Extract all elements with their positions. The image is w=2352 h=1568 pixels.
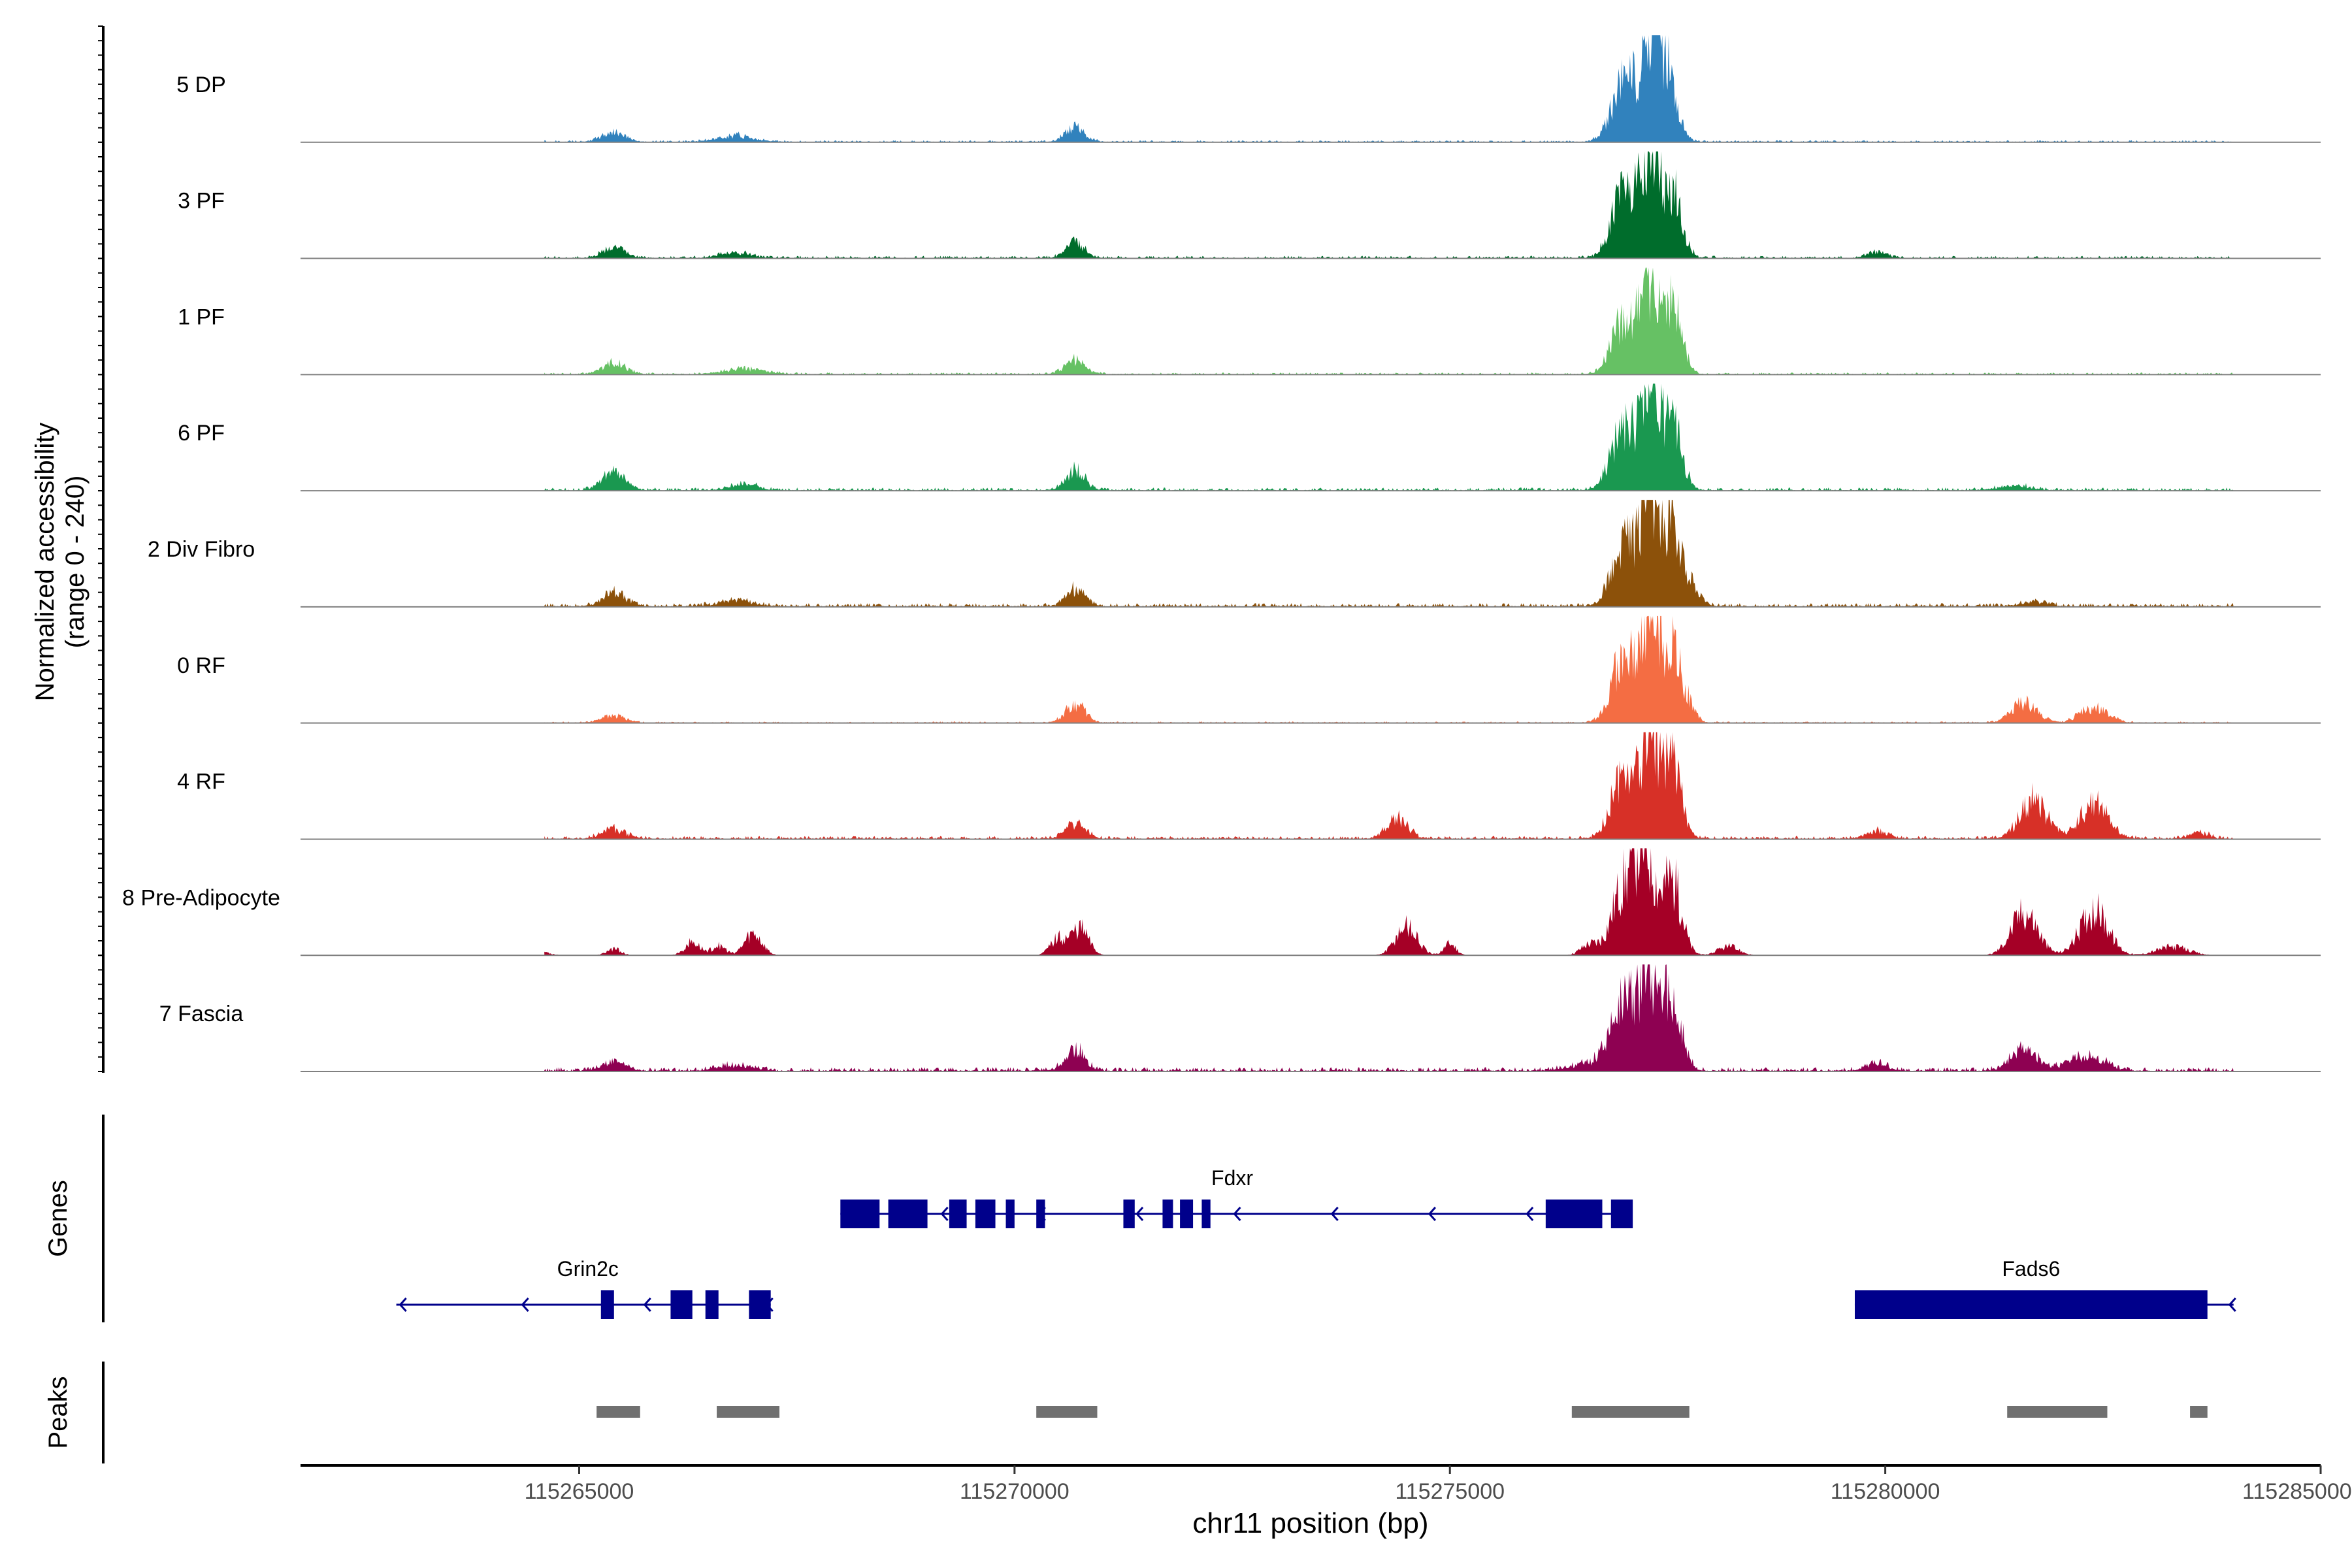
peak-region [596,1406,640,1418]
exon [949,1200,967,1228]
x-tick-label: 115285000 [2242,1479,2352,1504]
x-tick-label: 115275000 [1395,1479,1505,1504]
y-axis-label-line2: (range 0 - 240) [61,476,90,649]
y-axis-label-line1: Normalized accessibility [31,423,59,702]
track-1-pf: 1 PF [178,267,2321,376]
exon [840,1200,880,1228]
track-4-rf: 4 RF [177,732,2321,840]
strand-arrow [2228,1297,2236,1313]
exon [1162,1200,1173,1228]
exon [1201,1200,1211,1228]
track-8-pre-adipocyte: 8 Pre-Adipocyte [122,848,2321,956]
gene-grin2c: Grin2c [396,1257,774,1319]
gene-label: Grin2c [557,1257,619,1281]
strand-arrow [1233,1206,1241,1222]
peaks-panel: Peaks [44,1362,2208,1463]
peak-region [1571,1406,1690,1418]
track-label: 0 RF [177,653,225,678]
x-axis: 115265000 115270000 115275000 115280000 1152… [301,1464,2352,1504]
track-label: 3 PF [178,189,225,214]
strand-arrow [1526,1206,1534,1222]
strand-arrow [399,1297,407,1313]
gene-fads6: Fads6 [1854,1257,2236,1319]
exon [1610,1200,1633,1228]
track-label: 4 RF [177,770,225,794]
coverage-area [544,267,2234,375]
exon [670,1290,693,1319]
peak-region [2007,1406,2108,1418]
strand-arrow [521,1297,529,1313]
track-label: 8 Pre-Adipocyte [122,885,280,910]
track-6-pf: 6 PF [178,384,2321,492]
y-axis-label: Normalized accessibility (range 0 - 240) [31,423,90,702]
track-3-pf: 3 PF [178,151,2321,259]
track-2-div-fibro: 2 Div Fibro [148,500,2321,608]
coverage-area [544,732,2234,840]
coverage-area [544,964,2234,1071]
exon [888,1200,928,1228]
track-label: 5 DP [176,73,226,97]
exon [1545,1200,1603,1228]
track-label: 2 Div Fibro [148,537,255,562]
coverage-area [544,35,2234,142]
exon [975,1200,996,1228]
gene-fdxr: Fdxr [840,1166,1633,1228]
strand-arrow [1330,1206,1339,1222]
exon [705,1290,719,1319]
peak-region [2190,1406,2208,1418]
coverage-area [544,500,2234,607]
coverage-area [544,615,2234,723]
exon [1123,1200,1135,1228]
exon [1036,1200,1045,1228]
x-tick-label: 115270000 [960,1479,1070,1504]
peak-region [717,1406,780,1418]
track-label: 1 PF [178,304,225,329]
track-5-dp: 5 DP [176,35,2321,143]
exon [600,1290,614,1319]
strand-arrow [643,1297,651,1313]
peak-region [1036,1406,1098,1418]
x-tick-label: 115265000 [525,1479,634,1504]
accessibility-axis [98,25,105,1073]
track-label: 6 PF [178,421,225,446]
coverage-area [544,151,2234,259]
genes-axis-label: Genes [44,1180,73,1257]
x-axis-label: chr11 position (bp) [1192,1507,1428,1539]
gene-label: Fdxr [1211,1166,1253,1190]
exon [749,1290,771,1319]
coverage-tracks: 5 DP 3 PF 1 PF 6 PF 2 Div Fibro 0 RF 4 RF 8 Pre… [122,35,2321,1072]
track-0-rf: 0 RF [177,615,2321,724]
peaks-axis-label: Peaks [44,1376,73,1448]
strand-arrow [940,1206,949,1222]
strand-arrow [1428,1206,1437,1222]
x-tick-label: 115280000 [1831,1479,1940,1504]
exon [1180,1200,1194,1228]
track-label: 7 Fascia [159,1002,244,1026]
exon [1005,1200,1015,1228]
gene-label: Fads6 [2002,1257,2060,1281]
genes-panel: Genes Fdxr Grin2c Fads6 [44,1115,2236,1322]
strand-arrow [1135,1206,1144,1222]
track-7-fascia: 7 Fascia [159,964,2321,1072]
exon [1854,1290,2208,1319]
coverage-area [544,848,2234,956]
coverage-area [544,384,2234,491]
